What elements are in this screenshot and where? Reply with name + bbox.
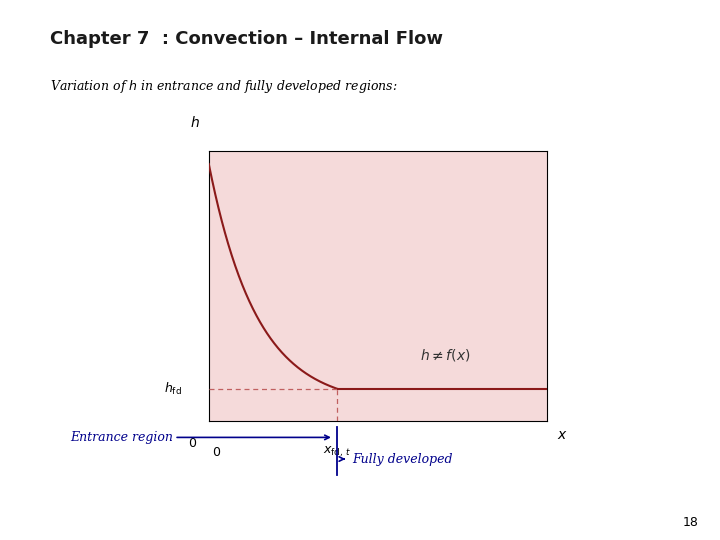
Text: 18: 18 bbox=[683, 516, 698, 529]
Text: 0: 0 bbox=[212, 446, 220, 458]
Text: $h\neq f(x)$: $h\neq f(x)$ bbox=[420, 347, 471, 363]
Text: Fully developed: Fully developed bbox=[352, 453, 452, 465]
Text: $h_{\mathrm{fd}}$: $h_{\mathrm{fd}}$ bbox=[164, 381, 181, 397]
Text: Chapter 7  : Convection – Internal Flow: Chapter 7 : Convection – Internal Flow bbox=[50, 30, 444, 48]
Text: $h$: $h$ bbox=[190, 114, 200, 130]
Text: $x$: $x$ bbox=[557, 428, 568, 442]
Text: 0: 0 bbox=[188, 437, 196, 450]
Text: $x_{\mathrm{fd},\,t}$: $x_{\mathrm{fd},\,t}$ bbox=[323, 444, 351, 459]
Text: Variation of $h$ in entrance and fully developed regions:: Variation of $h$ in entrance and fully d… bbox=[50, 78, 398, 95]
Text: Entrance region: Entrance region bbox=[70, 431, 173, 444]
